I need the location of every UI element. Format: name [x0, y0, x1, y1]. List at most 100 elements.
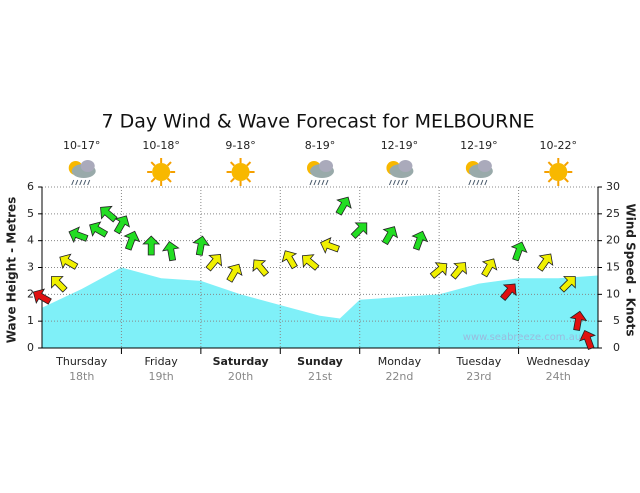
arrow-shape [481, 258, 498, 278]
y-tick-label: 1 [27, 314, 34, 327]
date-label: 22nd [385, 370, 413, 383]
rain [468, 179, 472, 186]
day-label: Wednesday [526, 355, 590, 368]
wind-arrow [68, 226, 89, 244]
wind-arrow [569, 310, 588, 332]
arrow-shape [510, 241, 528, 262]
rain [313, 179, 317, 186]
wind-arrow [113, 215, 130, 235]
wind-arrow [510, 241, 528, 262]
sun-ray [547, 161, 553, 167]
sun-ray [563, 177, 569, 183]
arrow-shape [429, 262, 448, 279]
day-label: Thursday [55, 355, 108, 368]
y2-tick-label: 0 [613, 341, 620, 354]
arrow-shape [559, 276, 576, 293]
arrow-shape [301, 254, 320, 271]
arrow-shape [142, 235, 161, 256]
rain [71, 179, 75, 186]
arrow-shape [350, 222, 368, 239]
arrow-shape [32, 288, 52, 305]
arrow-shape [123, 230, 141, 251]
rain [392, 179, 396, 186]
wind-arrow [429, 262, 448, 279]
rain [404, 179, 408, 186]
weather-icon [68, 160, 96, 186]
y2-tick-label: 25 [606, 207, 620, 220]
sun-ray [547, 177, 553, 183]
arrow-shape [499, 283, 517, 302]
wind-arrow [301, 254, 320, 271]
date-label: 24th [546, 370, 571, 383]
arrow-shape [113, 215, 130, 235]
sun-ray [150, 161, 156, 167]
weather-icon [226, 158, 255, 186]
cloud [398, 160, 413, 172]
cloud [319, 160, 333, 172]
wind-arrow [100, 205, 118, 223]
sun-ray [229, 177, 235, 183]
arrow-shape [205, 254, 222, 272]
arrow-shape [252, 259, 270, 277]
wind-arrow [142, 235, 161, 256]
y-tick-label: 5 [27, 207, 34, 220]
arrow-shape [569, 310, 588, 332]
sun [231, 163, 250, 181]
wind-arrow [579, 330, 596, 350]
wind-arrow [252, 259, 270, 277]
wind-arrow [51, 276, 68, 293]
arrow-shape [411, 230, 429, 251]
day-label: Saturday [213, 355, 269, 368]
sun-ray [563, 161, 569, 167]
wind-arrow [123, 230, 141, 251]
sun-ray [166, 177, 172, 183]
arrow-shape [100, 205, 118, 223]
chart-title: 7 Day Wind & Wave Forecast for MELBOURNE [101, 111, 534, 133]
temperature: 8-19° [305, 139, 335, 152]
wind-arrow [226, 263, 243, 283]
y2-tick-label: 10 [606, 287, 620, 300]
y-tick-label: 3 [27, 261, 34, 274]
sun [549, 163, 568, 181]
temperature: 10-22° [540, 139, 577, 152]
cloud [80, 160, 95, 172]
sun-ray [246, 161, 252, 167]
wind-arrow [381, 226, 399, 246]
wave-area [42, 267, 598, 348]
arrow-shape [68, 226, 89, 244]
rain [400, 179, 404, 186]
y2-tick-label: 15 [606, 261, 620, 274]
y-tick-label: 6 [27, 180, 34, 193]
temperature: 10-18° [142, 139, 179, 152]
arrow-shape [51, 276, 68, 293]
rain [321, 179, 325, 186]
arrow-shape [381, 226, 399, 246]
wind-arrow [89, 221, 109, 238]
wind-arrow [481, 258, 498, 278]
weather-icon [307, 160, 334, 186]
day-label: Tuesday [455, 355, 501, 368]
y-tick-label: 4 [27, 234, 34, 247]
rain [325, 179, 329, 186]
y-axis-label: Wave Height - Metres [5, 197, 19, 344]
wind-arrow [192, 235, 210, 256]
temperature: 10-17° [63, 139, 100, 152]
rain [75, 179, 79, 186]
rain [396, 179, 400, 186]
temperature: 9-18° [225, 139, 255, 152]
arrow-shape [536, 253, 554, 272]
rain [317, 179, 321, 186]
day-label: Sunday [297, 355, 343, 368]
weather-icon [147, 158, 176, 186]
arrow-shape [281, 250, 298, 270]
sun-ray [229, 161, 235, 167]
wind-arrow [320, 237, 340, 254]
date-label: 21st [308, 370, 333, 383]
y2-tick-label: 5 [613, 314, 620, 327]
rain [388, 179, 392, 186]
day-label: Friday [144, 355, 178, 368]
temperature: 12-19° [460, 139, 497, 152]
weather-icon [544, 158, 573, 186]
day-label: Monday [378, 355, 422, 368]
